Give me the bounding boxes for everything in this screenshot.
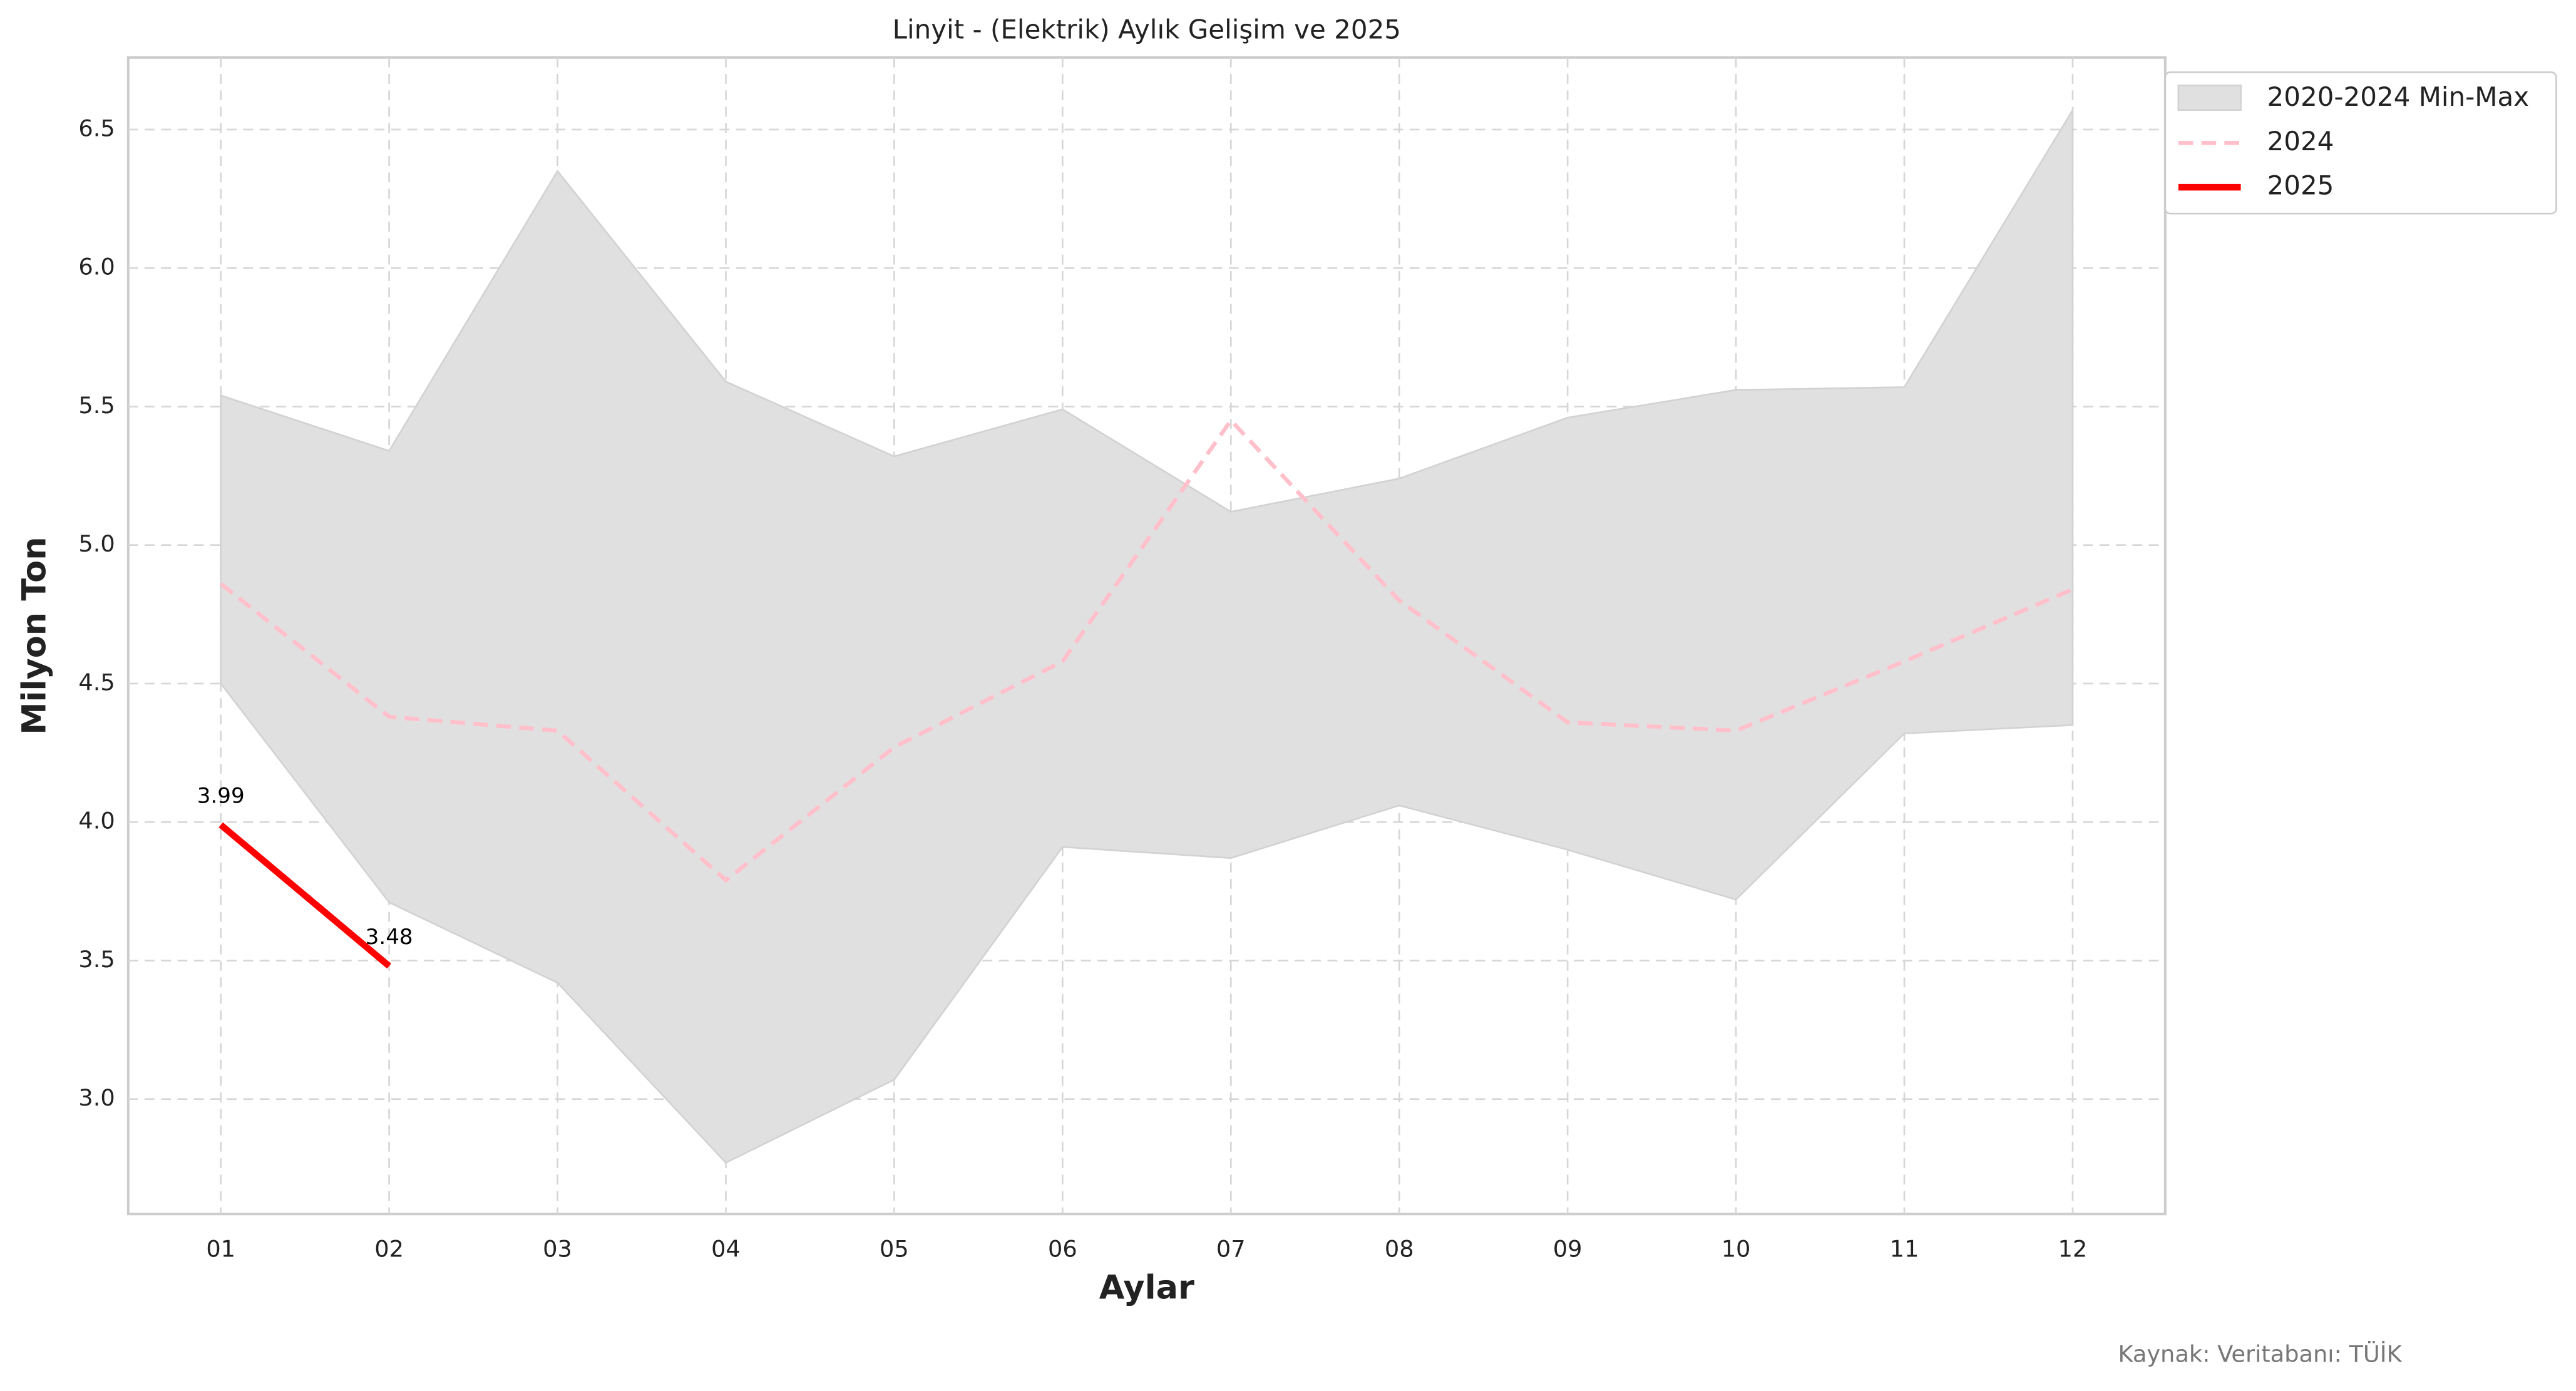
y-tick-label: 5.5 (78, 392, 115, 419)
x-tick-label: 02 (374, 1236, 404, 1263)
x-tick-label: 04 (711, 1236, 741, 1263)
x-tick-label: 06 (1048, 1236, 1077, 1263)
legend-swatch (2177, 85, 2242, 111)
x-tick-label: 05 (880, 1236, 909, 1263)
x-tick-label: 10 (1722, 1236, 1751, 1263)
legend-label: 2020-2024 Min-Max (2267, 81, 2529, 112)
legend-label: 2025 (2267, 170, 2334, 201)
legend (2164, 71, 2557, 215)
y-tick-label: 4.0 (78, 808, 115, 834)
x-tick-label: 03 (543, 1236, 572, 1263)
y-tick-label: 5.0 (78, 530, 115, 557)
x-tick-label: 07 (1216, 1236, 1246, 1263)
chart-title: Linyit - (Elektrik) Aylık Gelişim ve 202… (893, 14, 1401, 44)
y-axis-label: Milyon Ton (15, 536, 53, 734)
data-label: 3.99 (197, 783, 245, 808)
x-tick-label: 12 (2058, 1236, 2088, 1263)
line-2024 (219, 417, 2074, 883)
data-label: 3.48 (366, 925, 413, 950)
x-tick-label: 01 (206, 1236, 235, 1263)
source-note: Kaynak: Veritabanı: TÜİK (2118, 1340, 2402, 1367)
y-tick-label: 6.0 (78, 254, 115, 280)
min-max-band (220, 107, 2074, 1164)
legend-label: 2024 (2267, 126, 2334, 157)
y-tick-label: 4.5 (78, 669, 115, 696)
y-tick-label: 3.5 (78, 946, 115, 973)
x-tick-label: 11 (1890, 1236, 1919, 1263)
y-tick-label: 3.0 (78, 1084, 115, 1111)
x-axis-label: Aylar (1099, 1269, 1194, 1307)
x-tick-label: 08 (1385, 1236, 1414, 1263)
y-tick-label: 6.5 (78, 115, 115, 141)
line-2025 (218, 822, 392, 969)
x-tick-label: 09 (1553, 1236, 1583, 1263)
